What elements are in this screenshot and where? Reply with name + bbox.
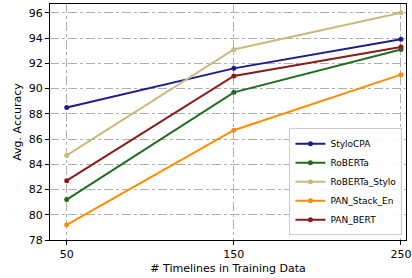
svg-text:88: 88 [29, 108, 43, 121]
svg-text:82: 82 [29, 183, 43, 196]
svg-text:RoBERTa: RoBERTa [330, 158, 368, 168]
svg-text:# Timelines in Training Data: # Timelines in Training Data [150, 262, 305, 275]
svg-text:78: 78 [29, 234, 43, 247]
svg-text:StyloCPA: StyloCPA [330, 139, 371, 149]
svg-text:94: 94 [29, 32, 43, 45]
svg-text:250: 250 [390, 248, 411, 261]
svg-text:84: 84 [29, 158, 43, 171]
svg-text:150: 150 [223, 248, 244, 261]
svg-text:RoBERTa_Stylo: RoBERTa_Stylo [330, 177, 396, 187]
svg-text:PAN_BERT: PAN_BERT [330, 215, 376, 225]
svg-text:50: 50 [60, 248, 74, 261]
svg-text:96: 96 [29, 7, 43, 20]
svg-text:PAN_Stack_En: PAN_Stack_En [330, 196, 393, 206]
svg-text:90: 90 [29, 82, 43, 95]
svg-text:80: 80 [29, 209, 43, 222]
svg-text:Avg. Accuracy: Avg. Accuracy [11, 83, 24, 161]
svg-text:92: 92 [29, 57, 43, 70]
svg-text:86: 86 [29, 133, 43, 146]
